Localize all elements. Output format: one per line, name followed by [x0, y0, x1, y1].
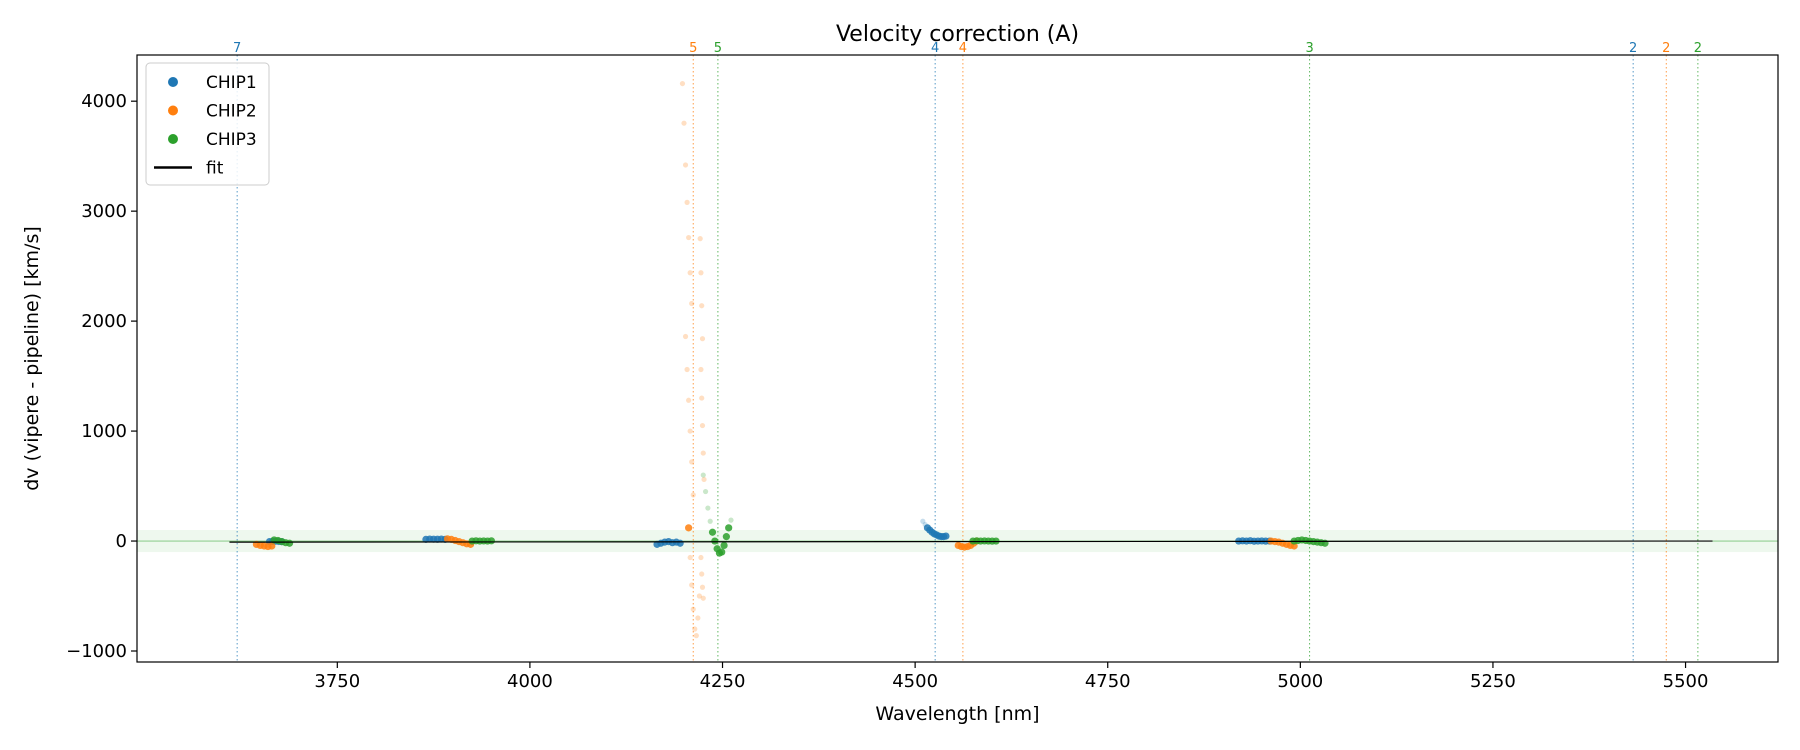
- order-label-5: 4: [959, 41, 967, 56]
- data-point: [685, 524, 693, 532]
- y-tick-label: 1000: [81, 421, 127, 442]
- legend-label-chip3: CHIP3: [206, 130, 257, 150]
- legend-label-chip1: CHIP1: [206, 73, 257, 93]
- x-tick-label: 4250: [700, 671, 746, 692]
- data-point: [681, 120, 687, 126]
- data-point: [689, 459, 695, 465]
- data-point: [700, 595, 706, 601]
- x-tick-label: 5500: [1663, 671, 1709, 692]
- data-point: [725, 524, 733, 532]
- x-tick-label: 4500: [892, 671, 938, 692]
- data-point: [687, 554, 693, 561]
- data-point: [689, 582, 695, 588]
- legend-box: [145, 62, 270, 186]
- y-axis-label: dv (vipere - pipeline) [km/s]: [21, 226, 43, 491]
- data-point: [700, 450, 706, 456]
- data-point: [920, 518, 926, 524]
- order-label-2: 5: [689, 41, 697, 56]
- legend-marker-chip2: [168, 105, 178, 116]
- fit-line: [229, 540, 1713, 543]
- legend-label-chip2: CHIP2: [206, 102, 257, 122]
- data-point: [718, 548, 726, 556]
- data-point: [689, 300, 695, 307]
- data-point: [700, 472, 706, 478]
- data-point: [687, 428, 693, 434]
- data-point: [697, 236, 703, 242]
- data-point: [285, 539, 294, 547]
- data-point: [676, 539, 684, 547]
- order-label-8: 2: [1662, 41, 1670, 56]
- series-chip3: [270, 472, 1329, 557]
- data-point: [699, 422, 706, 429]
- legend-marker-chip1: [168, 77, 178, 87]
- data-point: [701, 476, 707, 483]
- plot-frame: [136, 54, 1779, 663]
- data-point: [682, 333, 689, 340]
- data-point: [693, 633, 699, 639]
- y-tick-label: 2000: [81, 311, 127, 332]
- data-point: [687, 270, 693, 276]
- data-point: [684, 199, 690, 205]
- x-tick-label: 4750: [1085, 671, 1131, 692]
- data-point: [690, 492, 696, 498]
- data-point: [684, 366, 690, 373]
- y-tick-label: 3000: [81, 201, 127, 222]
- data-point: [728, 517, 734, 523]
- order-label-9: 2: [1694, 41, 1702, 56]
- order-label-7: 2: [1629, 41, 1637, 56]
- x-tick-label: 5000: [1277, 671, 1323, 692]
- data-point: [679, 80, 686, 87]
- legend-marker-chip3: [168, 134, 178, 144]
- x-tick-label: 5250: [1470, 671, 1516, 692]
- data-point: [686, 397, 692, 403]
- order-label-3: 5: [714, 41, 722, 56]
- chart-title: Velocity correction (A): [836, 22, 1079, 47]
- data-point: [699, 395, 705, 401]
- data-point: [698, 366, 704, 373]
- legend-label-fit: fit: [206, 159, 224, 179]
- y-tick-label: 0: [116, 531, 127, 552]
- data-point: [707, 518, 713, 524]
- x-tick-label: 4000: [507, 671, 553, 692]
- legend: CHIP1 CHIP2 CHIP3 fit: [145, 62, 270, 186]
- data-point: [698, 554, 704, 561]
- data-point: [1290, 542, 1298, 550]
- data-point: [696, 593, 703, 599]
- data-point: [690, 606, 696, 612]
- order-label-1: 7: [233, 41, 241, 56]
- data-point: [695, 615, 701, 621]
- data-point: [699, 303, 705, 309]
- data-point: [705, 505, 711, 511]
- data-point: [698, 270, 704, 276]
- order-label-4: 4: [931, 41, 939, 56]
- data-point: [699, 571, 705, 577]
- x-tick-label: 3750: [314, 671, 360, 692]
- data-point: [720, 541, 728, 550]
- data-point: [682, 162, 689, 168]
- data-point: [487, 537, 495, 545]
- data-point: [699, 584, 706, 590]
- data-point: [702, 488, 709, 495]
- data-point: [1321, 539, 1329, 547]
- order-label-6: 3: [1305, 41, 1313, 56]
- data-point: [711, 537, 719, 545]
- series-chip2: [252, 80, 1298, 639]
- data-point: [268, 542, 276, 550]
- data-point: [708, 528, 717, 536]
- data-point: [942, 532, 950, 540]
- y-tick-label: 4000: [81, 91, 127, 112]
- y-tick-label: −1000: [66, 641, 127, 662]
- x-axis-label: Wavelength [nm]: [875, 703, 1039, 725]
- data-point: [722, 533, 730, 541]
- data-point: [699, 336, 706, 342]
- data-point: [686, 234, 692, 241]
- data-point: [692, 626, 698, 632]
